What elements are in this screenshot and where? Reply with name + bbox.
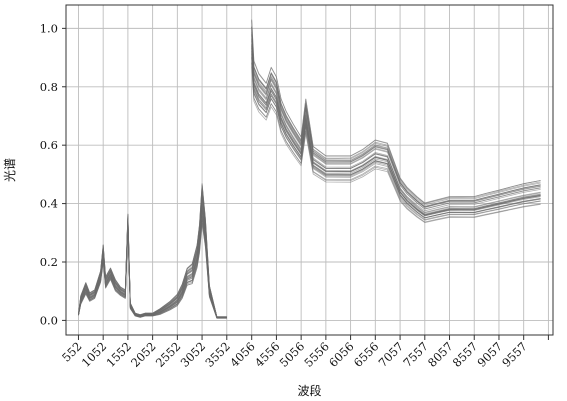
x-tick-label: 3052 bbox=[178, 339, 209, 370]
series-layer bbox=[78, 19, 541, 319]
spectrum-line-right bbox=[251, 63, 541, 221]
x-tick-label: 2552 bbox=[153, 339, 184, 370]
x-tick-label: 5056 bbox=[277, 339, 308, 370]
spectrum-line-left bbox=[78, 183, 227, 318]
x-tick-label: 4056 bbox=[227, 339, 258, 370]
x-tick-label: 6056 bbox=[326, 339, 357, 370]
y-tick-label: 0.4 bbox=[40, 197, 58, 211]
y-axis-label: 光谱 bbox=[3, 158, 17, 182]
x-tick-label: 3552 bbox=[202, 339, 233, 370]
y-tick-label: 0.2 bbox=[40, 255, 58, 269]
x-tick-label: 9557 bbox=[499, 339, 530, 370]
spectrum-line-right bbox=[251, 19, 541, 205]
x-tick-label: 8057 bbox=[425, 339, 456, 370]
x-tick-label: 6556 bbox=[351, 339, 382, 370]
y-tick-label: 1.0 bbox=[40, 21, 58, 35]
spectrum-line-right bbox=[251, 66, 541, 223]
spectrum-line-right bbox=[251, 35, 541, 210]
spectrum-line-right bbox=[251, 40, 541, 214]
plot-frame bbox=[65, 4, 554, 336]
x-tick-label: 5556 bbox=[301, 339, 332, 370]
spectrum-line-right bbox=[251, 26, 541, 206]
x-tick-label: 2052 bbox=[128, 339, 159, 370]
grid-layer bbox=[66, 5, 553, 335]
x-tick-label: 8557 bbox=[450, 339, 481, 370]
spectrum-line-right bbox=[251, 26, 541, 204]
x-tick-label: 7557 bbox=[400, 339, 431, 370]
y-tick-label: 0.6 bbox=[40, 138, 58, 152]
y-tick-label: 0.0 bbox=[40, 313, 58, 327]
y-tick-label: 0.8 bbox=[40, 80, 58, 94]
x-tick-label: 7057 bbox=[376, 339, 407, 370]
spectrum-line-right bbox=[251, 38, 541, 213]
x-tick-label: 1052 bbox=[79, 339, 110, 370]
x-tick-label: 4556 bbox=[252, 339, 283, 370]
x-tick-label: 9057 bbox=[474, 339, 505, 370]
spectrum-line-right bbox=[251, 50, 541, 219]
axis-layer: 0.00.20.40.60.81.05521052155220522552305… bbox=[40, 21, 549, 370]
x-tick-label: 1552 bbox=[103, 339, 134, 370]
x-axis-label: 波段 bbox=[297, 383, 321, 398]
spectrum-line-right bbox=[251, 44, 541, 216]
